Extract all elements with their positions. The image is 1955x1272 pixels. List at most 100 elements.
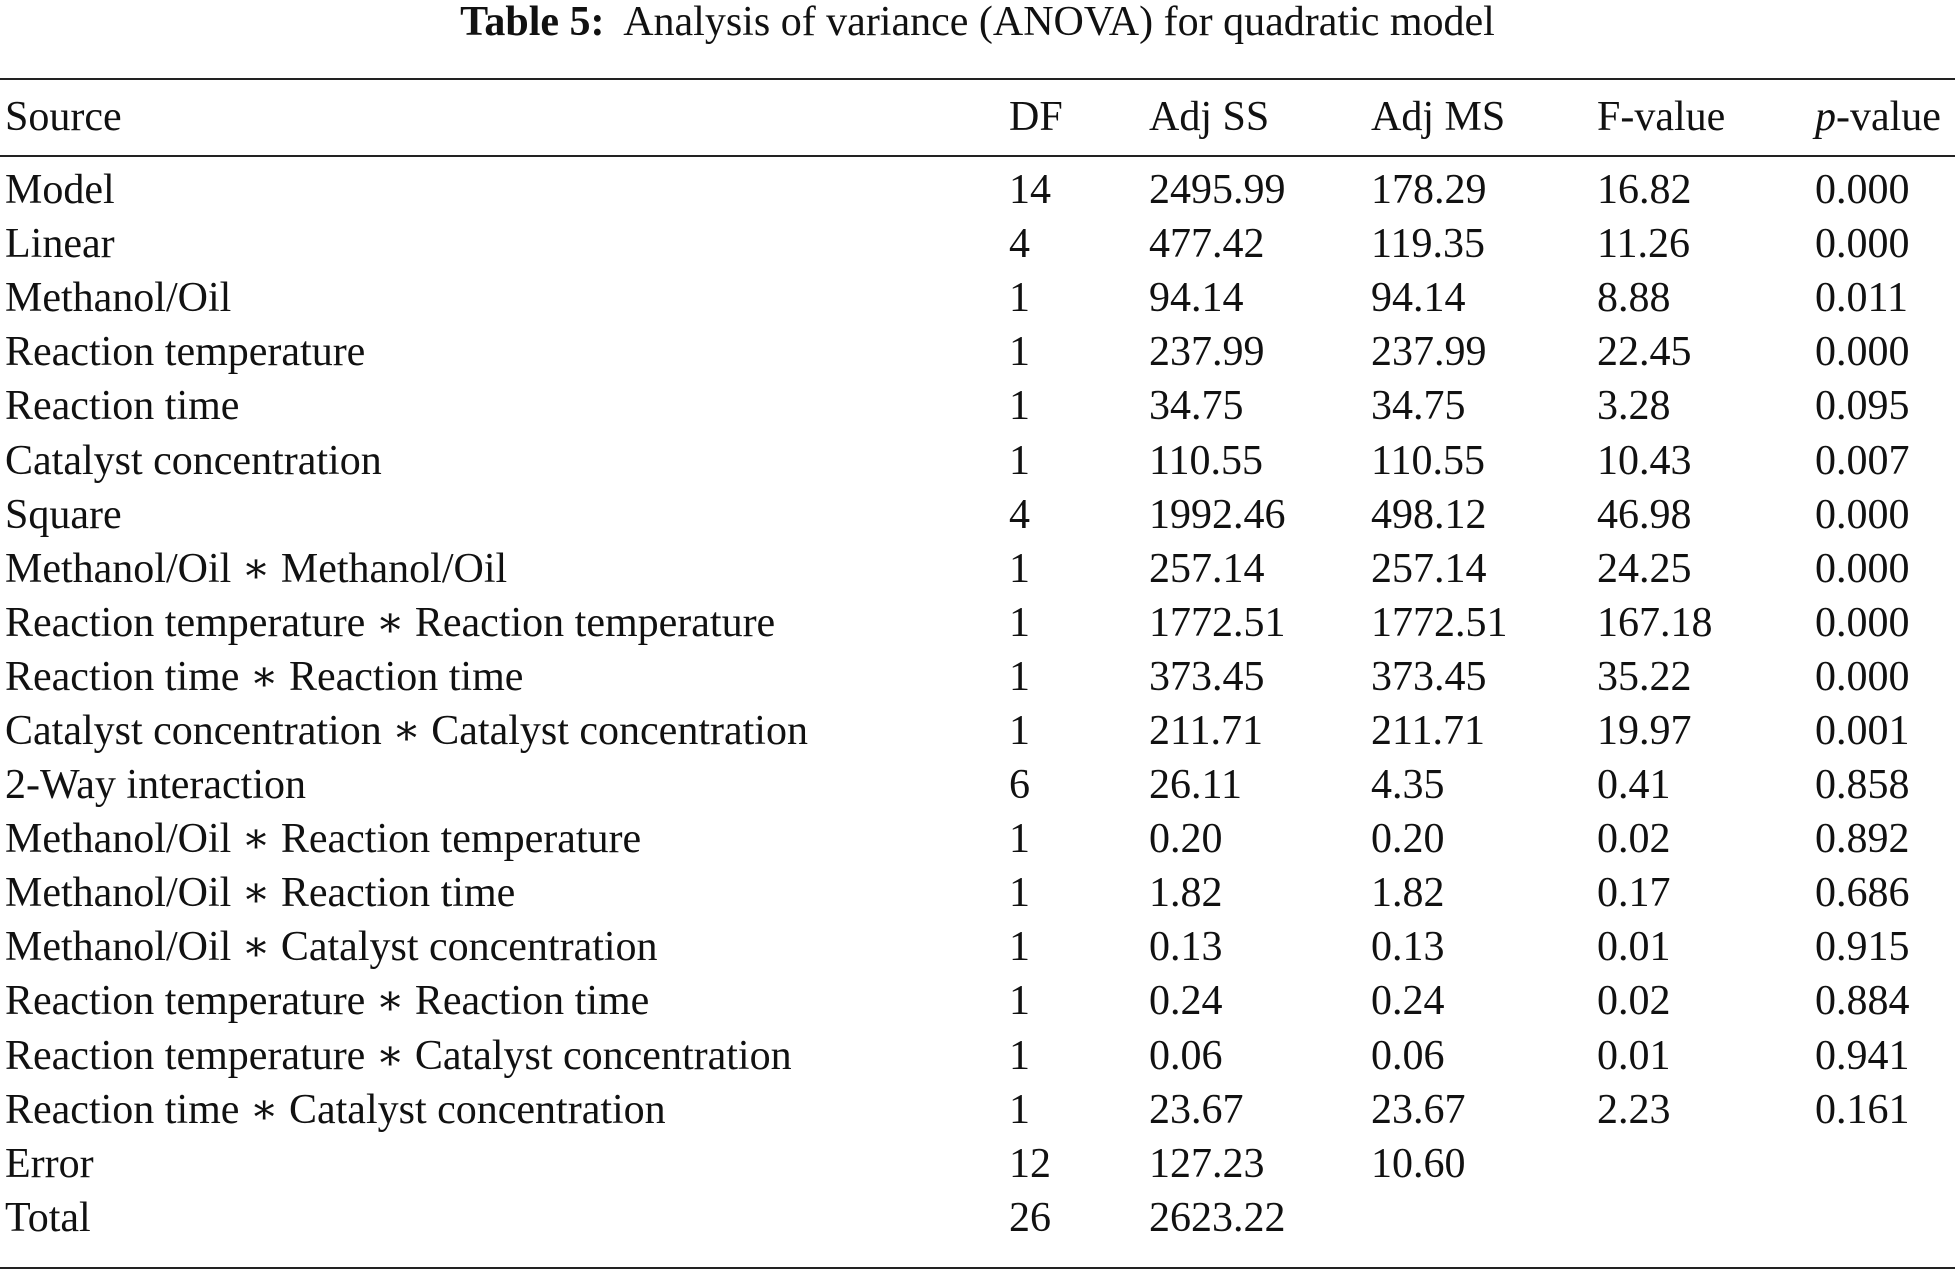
cell-f-value: 0.02 (1597, 816, 1671, 863)
cell-f-value (1597, 1137, 1815, 1191)
cell-f-value: 22.45 (1597, 329, 1692, 376)
table-row: Reaction temperature ∗ Reaction time 1 0.2… (0, 974, 1955, 1028)
cell-df: 1 (1009, 275, 1030, 322)
cell-source: Model (5, 167, 115, 214)
cell-adj-ss: 1772.51 (1149, 599, 1286, 646)
table-row: Reaction time ∗ Reaction time 1 373.45 373.… (0, 650, 1955, 704)
table-row: Error 12 127.23 10.60 (0, 1137, 1955, 1191)
cell-f-value: 46.98 (1597, 491, 1692, 538)
cell-df: 1 (1009, 1086, 1030, 1133)
cell-df: 1 (1009, 653, 1030, 700)
cell-adj-ms: 34.75 (1371, 383, 1466, 430)
cell-adj-ss: 211.71 (1149, 707, 1263, 754)
cell-df: 1 (1009, 870, 1030, 917)
cell-adj-ss: 257.14 (1149, 545, 1265, 592)
cell-f-value: 24.25 (1597, 545, 1692, 592)
cell-adj-ss: 1992.46 (1149, 491, 1286, 538)
cell-f-value: 2.23 (1597, 1086, 1671, 1133)
table-body: Model 14 2495.99 178.29 16.82 0.000 Linear 4 477… (0, 163, 1955, 1245)
cell-adj-ms: 237.99 (1371, 329, 1487, 376)
cell-source: Reaction temperature ∗ Reaction temperat… (5, 599, 776, 646)
cell-df: 1 (1009, 924, 1030, 971)
table-row: Reaction temperature 1 237.99 237.99 22.45 0.… (0, 325, 1955, 379)
cell-adj-ss: 0.13 (1149, 924, 1223, 971)
cell-source: Reaction temperature ∗ Catalyst concentr… (5, 1032, 792, 1079)
header-adj-ss: Adj SS (1149, 94, 1270, 140)
cell-source: Methanol/Oil ∗ Reaction temperature (5, 816, 642, 863)
header-adj-ms: Adj MS (1371, 94, 1506, 140)
table-row: Linear 4 477.42 119.35 11.26 0.000 (0, 217, 1955, 271)
cell-adj-ss: 0.20 (1149, 816, 1223, 863)
cell-p-value: 0.000 (1815, 329, 1910, 376)
cell-df: 14 (1009, 167, 1051, 214)
cell-df: 1 (1009, 383, 1030, 430)
table-row: Square 4 1992.46 498.12 46.98 0.000 (0, 488, 1955, 542)
table-row: Catalyst concentration ∗ Catalyst concen… (0, 704, 1955, 758)
cell-adj-ms: 4.35 (1371, 762, 1445, 809)
cell-p-value: 0.011 (1815, 275, 1908, 322)
cell-adj-ms: 373.45 (1371, 653, 1487, 700)
cell-df: 4 (1009, 491, 1030, 538)
cell-adj-ms: 0.24 (1371, 978, 1445, 1025)
cell-adj-ms: 257.14 (1371, 545, 1487, 592)
anova-table: Model 14 2495.99 178.29 16.82 0.000 Linear 4 477… (0, 163, 1955, 1245)
table-row: Reaction time 1 34.75 34.75 3.28 0.095 (0, 379, 1955, 433)
cell-source: Error (5, 1140, 94, 1187)
cell-f-value (1597, 1191, 1815, 1245)
table-row: Reaction time ∗ Catalyst concentration 1 2… (0, 1083, 1955, 1137)
cell-source: Reaction temperature (5, 329, 366, 376)
cell-p-value: 0.000 (1815, 167, 1910, 214)
cell-f-value: 0.02 (1597, 978, 1671, 1025)
table-row: Methanol/Oil ∗ Catalyst concentration 1 0.… (0, 920, 1955, 974)
cell-source: Methanol/Oil ∗ Reaction time (5, 870, 516, 917)
cell-df: 26 (1009, 1194, 1051, 1241)
cell-f-value: 0.01 (1597, 924, 1671, 971)
table-caption: Table 5: Analysis of variance (ANOVA) fo… (0, 0, 1955, 52)
caption-title: Analysis of variance (ANOVA) for quadrat… (623, 0, 1495, 45)
cell-f-value: 0.01 (1597, 1032, 1671, 1079)
cell-adj-ms: 119.35 (1371, 221, 1485, 268)
cell-df: 1 (1009, 599, 1030, 646)
top-rule (0, 78, 1955, 80)
cell-adj-ms: 0.13 (1371, 924, 1445, 971)
table-row: Catalyst concentration 1 110.55 110.55 10.43… (0, 433, 1955, 487)
cell-adj-ss: 127.23 (1149, 1140, 1265, 1187)
table-row: Model 14 2495.99 178.29 16.82 0.000 (0, 163, 1955, 217)
cell-source: 2-Way interaction (5, 762, 306, 809)
cell-source: Catalyst concentration ∗ Catalyst concen… (5, 707, 808, 754)
cell-p-value: 0.000 (1815, 491, 1910, 538)
header-rule (0, 155, 1955, 157)
cell-adj-ss: 2623.22 (1149, 1194, 1286, 1241)
cell-p-value: 0.000 (1815, 599, 1910, 646)
cell-f-value: 0.17 (1597, 870, 1671, 917)
header-source: Source (5, 94, 122, 140)
caption-label: Table 5: (460, 0, 605, 45)
cell-p-value: 0.892 (1815, 816, 1910, 863)
cell-p-value: 0.858 (1815, 762, 1910, 809)
cell-adj-ss: 0.06 (1149, 1032, 1223, 1079)
header-row: Source DF Adj SS Adj MS F-value p-value (0, 82, 1955, 152)
cell-f-value: 16.82 (1597, 167, 1692, 214)
cell-source: Catalyst concentration (5, 437, 382, 484)
cell-df: 1 (1009, 707, 1030, 754)
table-row: Total 26 2623.22 (0, 1191, 1955, 1245)
cell-p-value: 0.941 (1815, 1032, 1910, 1079)
cell-df: 1 (1009, 1032, 1030, 1079)
header-p-rest: -value (1836, 94, 1941, 140)
cell-p-value: 0.161 (1815, 1086, 1910, 1133)
cell-df: 1 (1009, 329, 1030, 376)
cell-adj-ms: 1.82 (1371, 870, 1445, 917)
table-row: Reaction temperature ∗ Catalyst concentr… (0, 1029, 1955, 1083)
cell-source: Linear (5, 221, 115, 268)
cell-p-value: 0.007 (1815, 437, 1910, 484)
cell-adj-ms: 10.60 (1371, 1140, 1466, 1187)
cell-adj-ms: 110.55 (1371, 437, 1485, 484)
cell-adj-ss: 34.75 (1149, 383, 1244, 430)
cell-adj-ms: 1772.51 (1371, 599, 1508, 646)
cell-df: 1 (1009, 545, 1030, 592)
cell-adj-ss: 0.24 (1149, 978, 1223, 1025)
cell-adj-ms: 0.20 (1371, 816, 1445, 863)
cell-adj-ss: 110.55 (1149, 437, 1263, 484)
cell-p-value: 0.000 (1815, 545, 1910, 592)
table-row: 2-Way interaction 6 26.11 4.35 0.41 0.858 (0, 758, 1955, 812)
